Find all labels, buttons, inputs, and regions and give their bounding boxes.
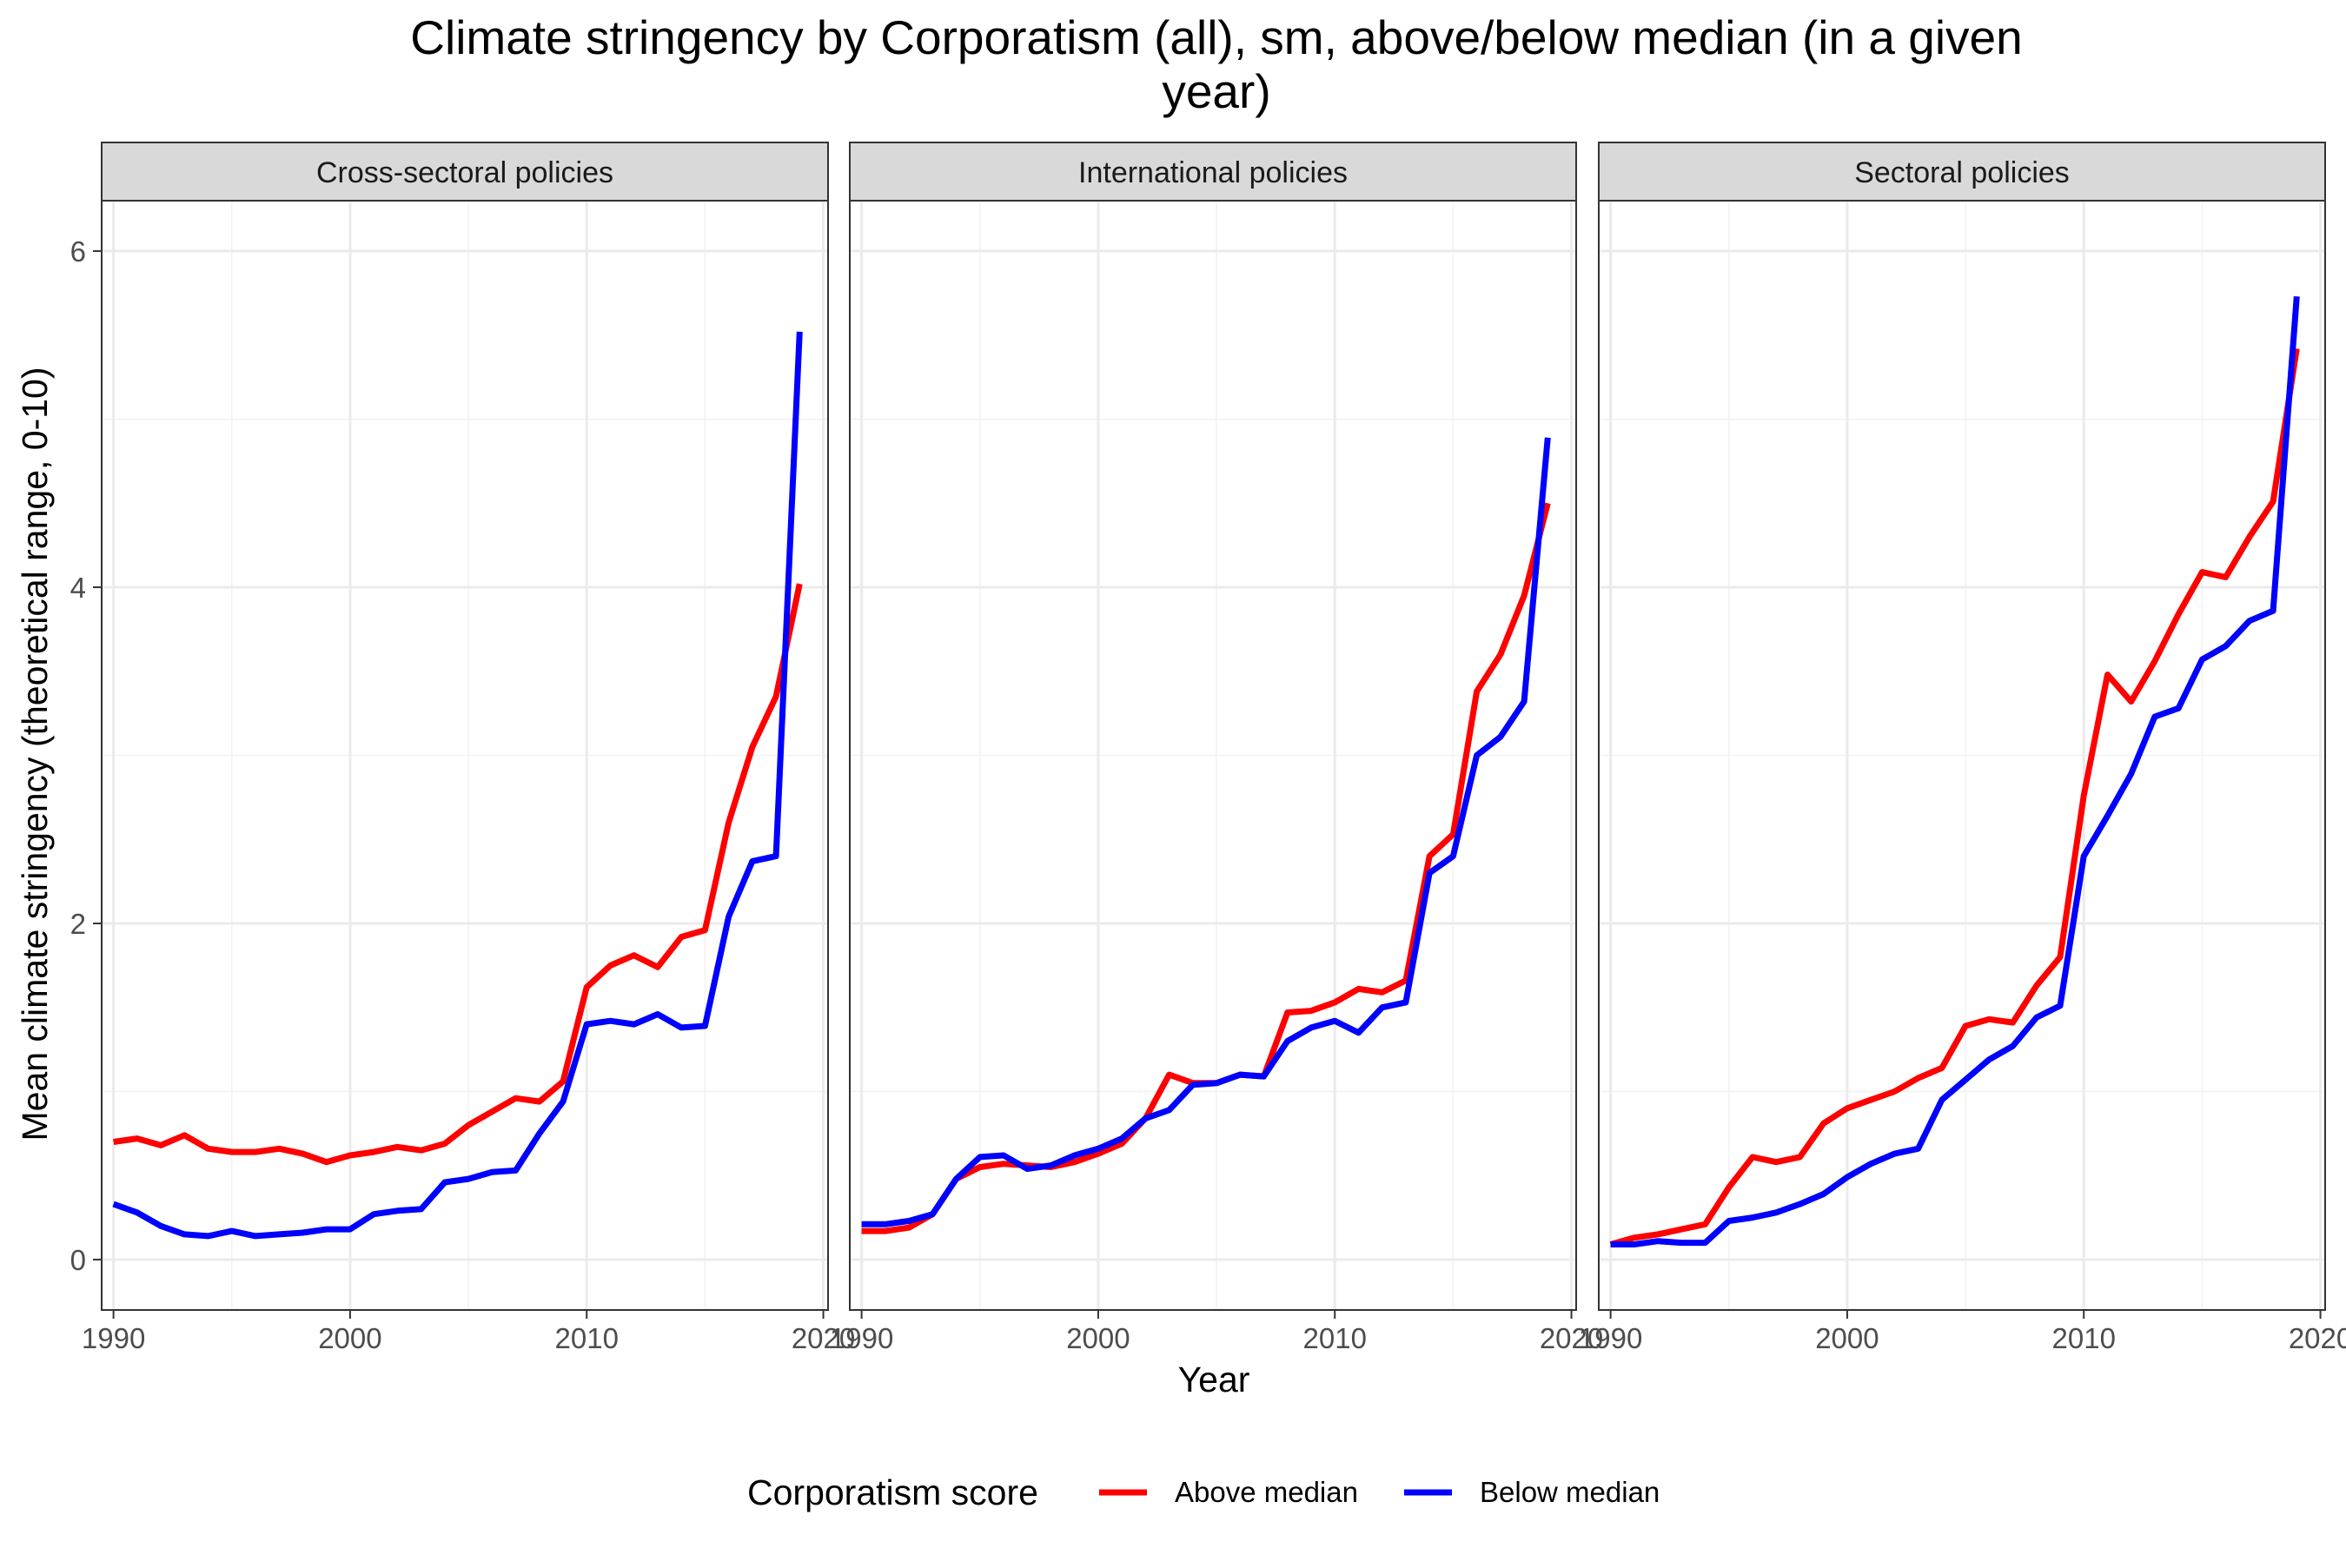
facet-strip-label: Cross-sectoral policies (316, 156, 613, 189)
x-tick-label: 1990 (830, 1322, 893, 1354)
series-line-below-median (1610, 296, 2300, 1247)
facet-strip (1598, 142, 2326, 202)
x-tick-label: 2020 (1540, 1322, 1603, 1354)
y-tick-label: 6 (70, 235, 86, 268)
x-tick-label: 2000 (318, 1322, 381, 1354)
facet-panel-1: Cross-sectoral policies 1990 2000 2010 2020 0… (70, 142, 855, 1354)
y-tick-label: 0 (70, 1244, 86, 1276)
facet-panel-2: International policies 1990 2000 2010 2020 (830, 142, 1603, 1354)
facet-strip (101, 142, 829, 202)
legend-title: Corporatism score (747, 1472, 1038, 1512)
series-line-above-median (1609, 347, 2300, 1247)
x-tick-label: 1990 (82, 1322, 145, 1354)
chart-title-line-2: year) (1162, 64, 1270, 118)
y-tick-label: 2 (70, 908, 86, 940)
x-axis-title: Year (1178, 1360, 1250, 1399)
x-tick-label: 1990 (1579, 1322, 1642, 1354)
x-tick-label: 2010 (2052, 1322, 2116, 1354)
legend: Corporatism score Above median Below med… (747, 1472, 1660, 1512)
legend-label-below-median: Below median (1480, 1476, 1660, 1508)
facet-panel-3: Sectoral policies 1990 2000 2010 2020 (1579, 142, 2346, 1354)
facet-strip (849, 142, 1577, 202)
x-tick-label: 2000 (1066, 1322, 1130, 1354)
series-line-below-median (112, 331, 803, 1240)
x-tick-label: 2020 (792, 1322, 855, 1354)
x-tick-label: 2020 (2289, 1322, 2346, 1354)
y-axis-title: Mean climate stringency (theoretical ran… (15, 367, 55, 1141)
x-tick-label: 2000 (1815, 1322, 1879, 1354)
x-tick-label: 2010 (555, 1322, 619, 1354)
chart-title-line-1: Climate stringency by Corporatism (all),… (410, 10, 2022, 64)
facet-strip-label: International policies (1078, 156, 1348, 189)
x-tick-label: 2010 (1303, 1322, 1367, 1354)
series-line-below-median (861, 437, 1551, 1227)
legend-label-above-median: Above median (1175, 1476, 1358, 1508)
series-line-above-median (113, 583, 803, 1166)
facet-strip-label: Sectoral policies (1854, 156, 2070, 189)
y-tick-label: 4 (70, 572, 86, 604)
